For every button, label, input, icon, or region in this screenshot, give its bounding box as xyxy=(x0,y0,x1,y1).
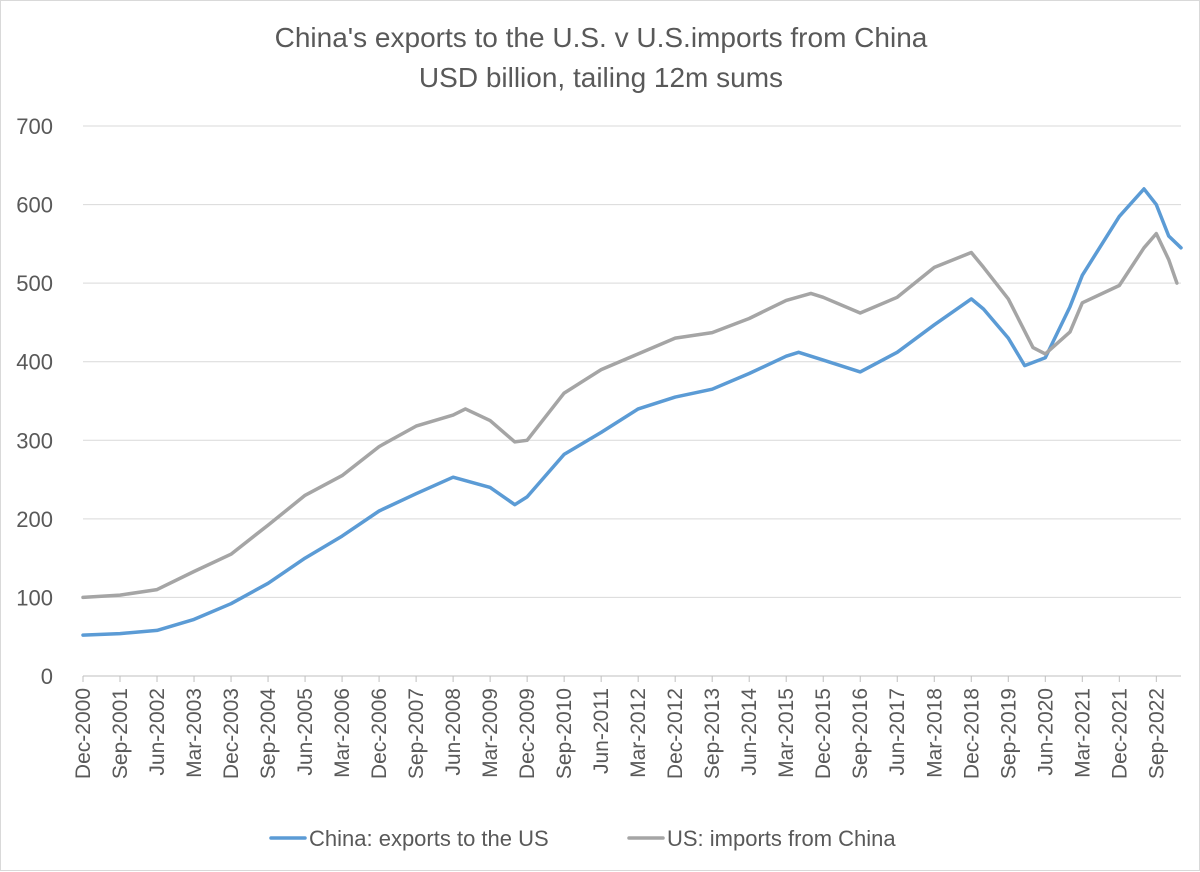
y-tick-label: 200 xyxy=(16,507,53,532)
x-tick-label: Jun-2005 xyxy=(294,688,317,776)
x-tick-label: Dec-2006 xyxy=(368,688,391,779)
x-tick-label: Sep-2013 xyxy=(701,688,724,779)
x-tick-label: Mar-2006 xyxy=(331,688,354,778)
chart-subtitle: USD billion, tailing 12m sums xyxy=(419,62,783,93)
x-tick-label: Sep-2001 xyxy=(109,688,132,779)
y-tick-label: 500 xyxy=(16,271,53,296)
x-tick-label: Sep-2004 xyxy=(257,688,280,779)
x-tick-label: Dec-2009 xyxy=(516,688,539,779)
y-tick-label: 400 xyxy=(16,350,53,375)
x-tick-label: Dec-2000 xyxy=(72,688,95,779)
legend-label: US: imports from China xyxy=(667,826,896,851)
legend-label: China: exports to the US xyxy=(309,826,549,851)
chart-title: China's exports to the U.S. v U.S.import… xyxy=(275,22,928,53)
x-tick-label: Mar-2012 xyxy=(627,688,650,778)
y-tick-label: 0 xyxy=(41,664,53,689)
y-tick-label: 700 xyxy=(16,114,53,139)
gridlines xyxy=(82,125,1181,682)
y-axis-tick-labels: 0 100 200 300 400 500 600 700 xyxy=(16,114,53,689)
x-tick-label: Jun-2014 xyxy=(738,688,761,776)
x-tick-label: Mar-2009 xyxy=(479,688,502,778)
x-tick-label: Mar-2018 xyxy=(923,688,946,778)
x-tick-label: Jun-2017 xyxy=(886,688,909,776)
x-tick-label: Jun-2011 xyxy=(590,688,613,774)
x-tick-label: Sep-2016 xyxy=(849,688,872,779)
x-tick-label: Sep-2019 xyxy=(997,688,1020,779)
x-tick-label: Sep-2010 xyxy=(553,688,576,779)
x-tick-label: Mar-2015 xyxy=(775,688,798,778)
x-tick-label: Jun-2020 xyxy=(1034,688,1057,776)
x-tick-label: Jun-2008 xyxy=(442,688,465,776)
x-tick-label: Jun-2002 xyxy=(146,688,169,776)
series-lines xyxy=(81,187,1183,637)
y-tick-label: 100 xyxy=(16,585,53,610)
x-tick-label: Dec-2015 xyxy=(812,688,835,779)
x-tick-label: Mar-2021 xyxy=(1071,688,1094,778)
series-line-china-exports xyxy=(81,187,1183,637)
x-tick-label: Dec-2018 xyxy=(960,688,983,779)
x-tick-label: Sep-2007 xyxy=(405,688,428,779)
y-tick-label: 600 xyxy=(16,193,53,218)
x-tick-label: Mar-2003 xyxy=(183,688,206,778)
x-tick-label: Dec-2003 xyxy=(220,688,243,779)
series-line-us-imports xyxy=(81,231,1179,600)
y-tick-label: 300 xyxy=(16,428,53,453)
x-tick-label: Dec-2012 xyxy=(664,688,687,779)
legend: China: exports to the US US: imports from… xyxy=(269,826,896,851)
x-tick-label: Dec-2021 xyxy=(1108,688,1131,779)
x-axis-tick-labels: Dec-2000 Sep-2001 Jun-2002 Mar-2003 Dec-2003… xyxy=(72,688,1168,779)
x-tick-label: Sep-2022 xyxy=(1145,688,1168,779)
